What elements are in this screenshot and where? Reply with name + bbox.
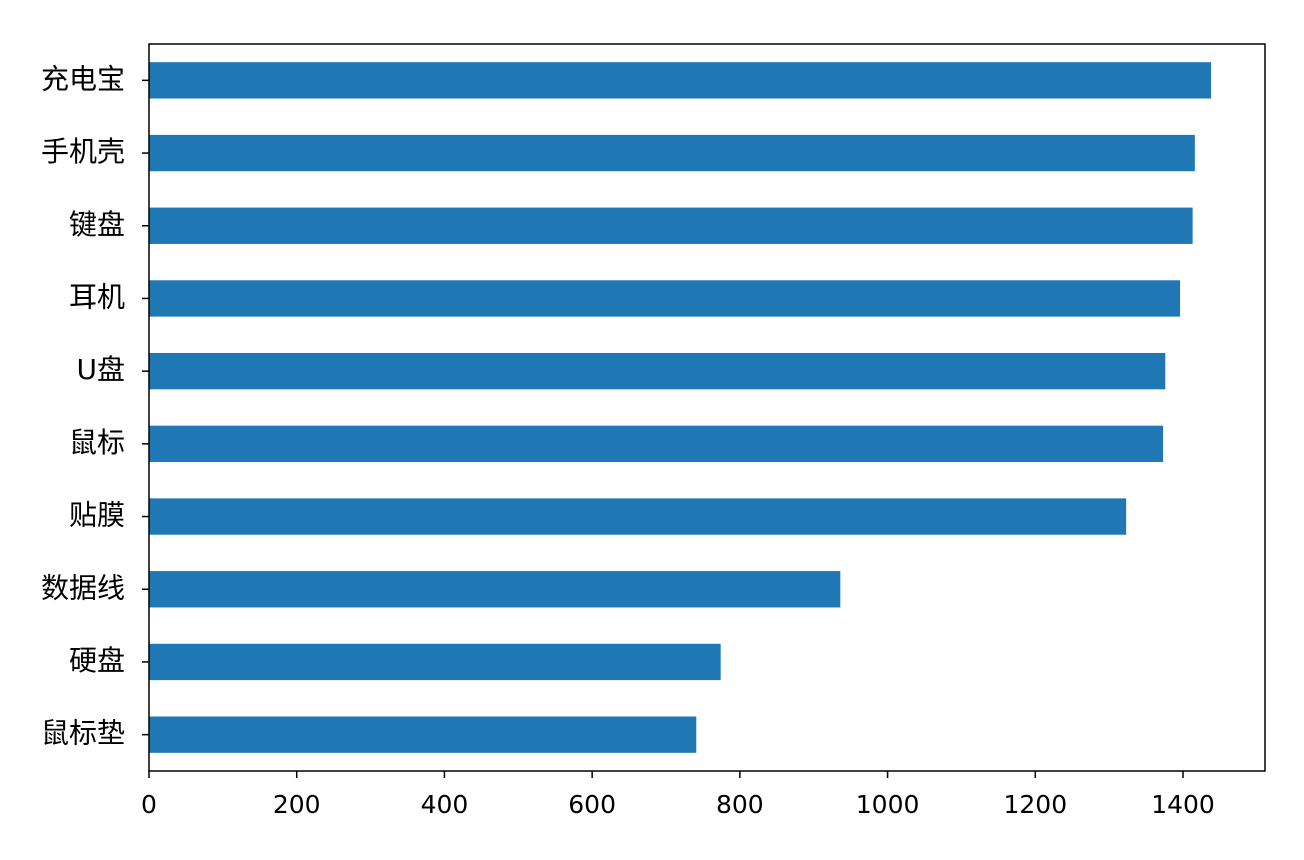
plot-frame [148,43,1266,772]
bar [149,62,1212,99]
bar [149,643,721,681]
y-tick-label: 充电宝 [41,62,125,95]
x-tick-label: 0 [141,790,157,819]
bar [149,425,1164,463]
y-tick-label: 贴膜 [69,499,125,532]
x-tick-label: 1200 [1003,790,1067,819]
y-tick-label: 数据线 [41,571,125,604]
x-tick-label: 600 [568,790,616,819]
bar [149,134,1195,172]
bar [149,352,1166,390]
x-tick-label: 1400 [1151,790,1215,819]
y-tick-label: 鼠标 [69,426,125,459]
x-tick-label: 200 [273,790,321,819]
y-tick-label: 手机壳 [41,135,125,168]
bar [149,716,697,753]
x-tick-label: 1000 [856,790,920,819]
bar [149,280,1181,317]
y-tick-label: U盘 [77,353,126,386]
x-tick-label: 800 [716,790,764,819]
y-tick-label: 键盘 [69,208,125,241]
y-tick-label: 耳机 [69,280,125,313]
x-tick-label: 400 [421,790,469,819]
y-tick-label: 硬盘 [69,644,125,677]
y-tick-label: 鼠标垫 [41,717,125,750]
bar [149,498,1127,535]
bar [149,571,841,608]
bar [149,207,1193,244]
